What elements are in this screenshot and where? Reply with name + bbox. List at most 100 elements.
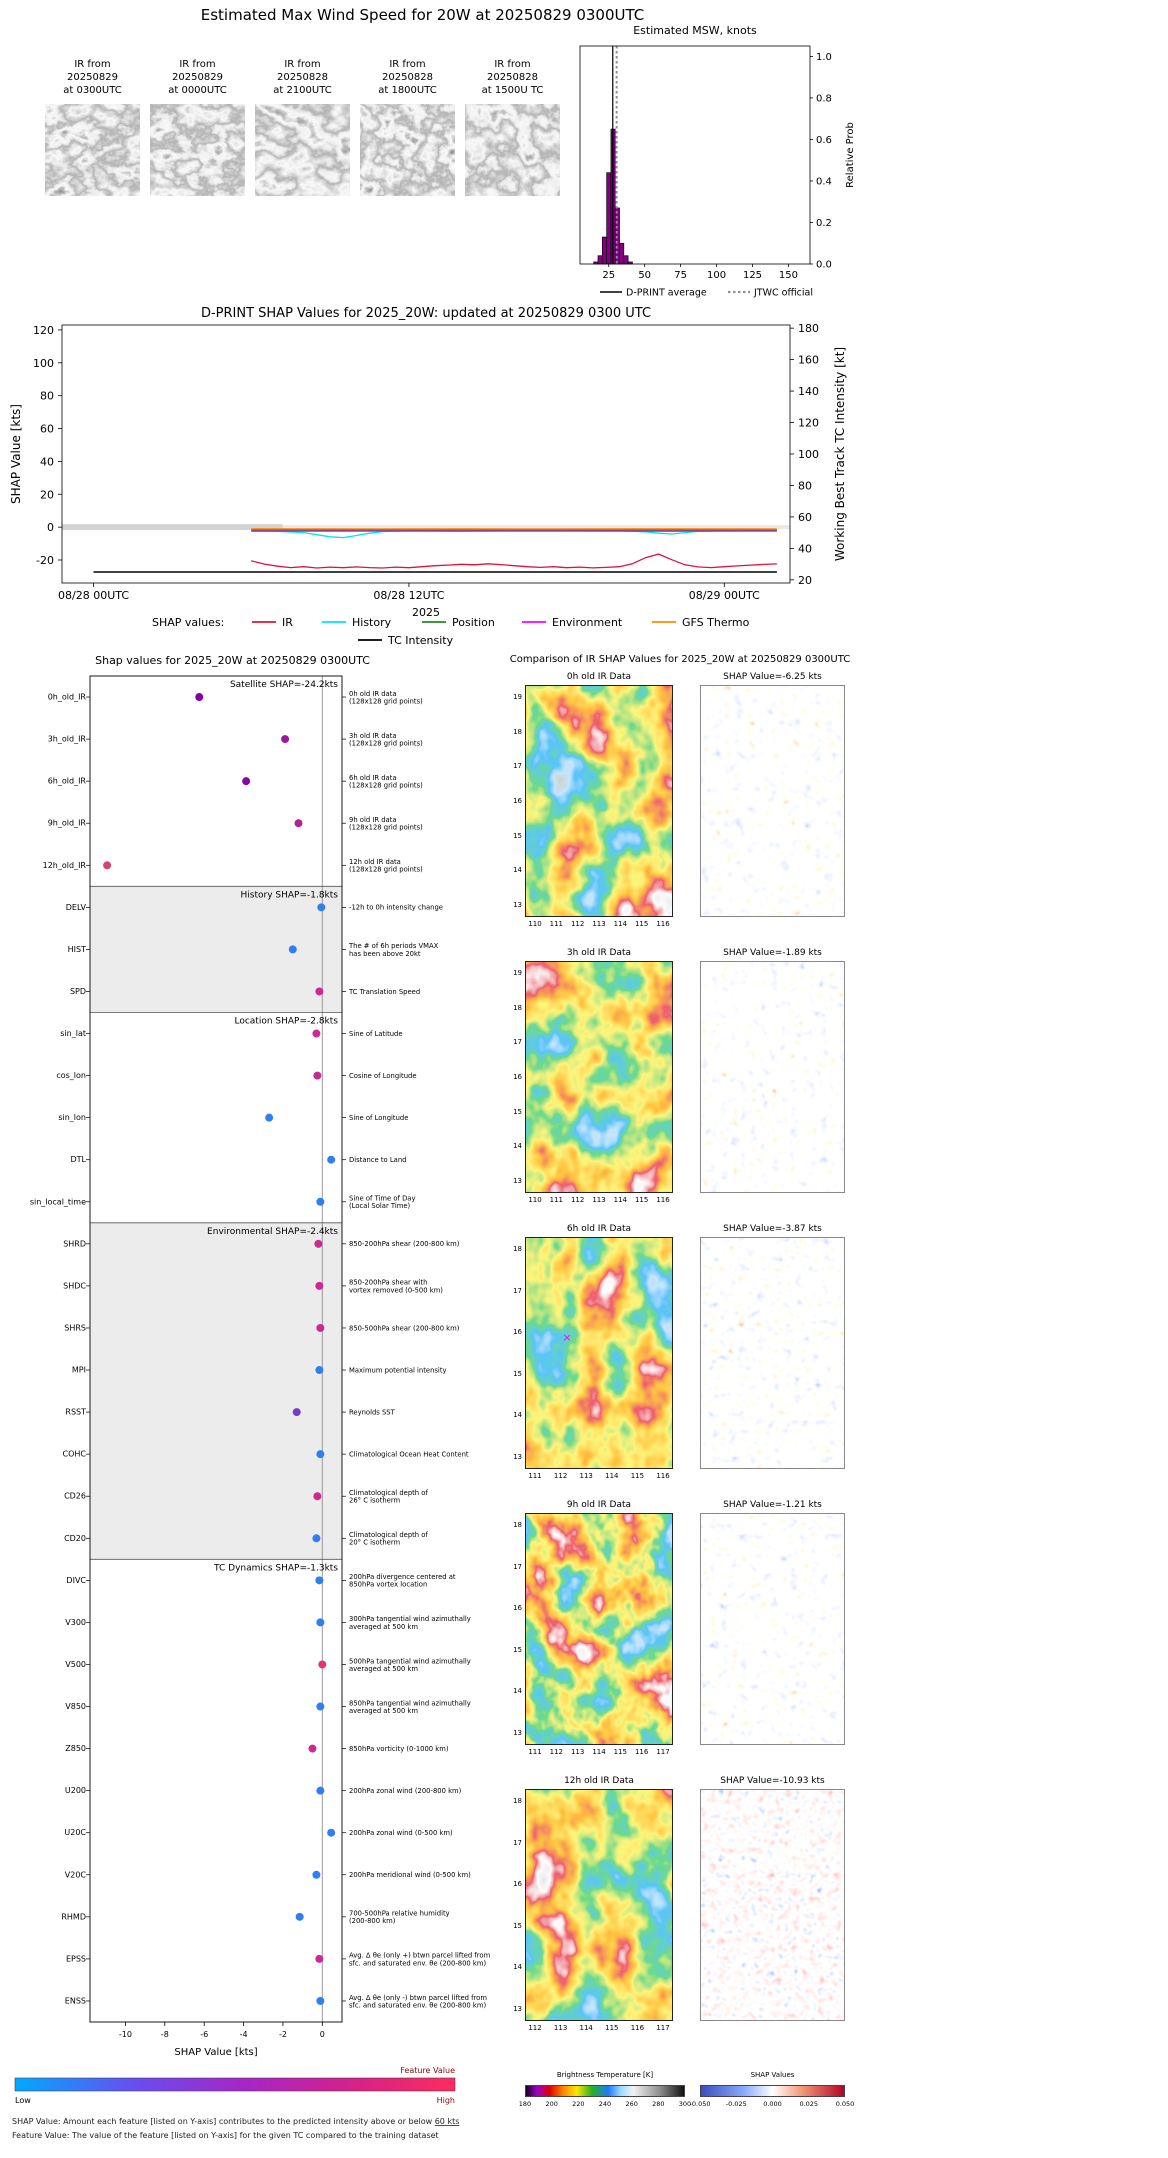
ir-thumbnail: IR from 20250829 at 0000UTC [150,58,245,196]
left-tick-label: -20 [36,554,54,567]
lat-tick-label: 17 [513,1038,522,1047]
feature-desc: 850-200hPa shear (200-800 km) [349,1240,460,1248]
panel-border [700,1237,845,1469]
noise-image [700,1513,845,1745]
legend-label: JTWC official [753,288,813,299]
feature-desc: 9h old IR data [349,816,397,824]
feature-dot [292,1408,301,1417]
ir-thumbnail-label-line: 20250829 [172,72,223,83]
lat-tick-label: 18 [513,1003,522,1012]
feature-desc: Avg. Δ θe (only -) btwn parcel lifted fr… [349,1994,487,2002]
x-tick-label: 50 [638,270,651,281]
feature-name: 12h_old_IR [43,861,87,870]
noise-fill [700,1789,845,2021]
feature-desc: 300hPa tangential wind azimuthally [349,1615,471,1623]
panel-border [525,1789,673,2021]
feature-desc: 200hPa zonal wind (0-500 km) [349,1829,453,1837]
legend-label: Position [452,616,495,629]
feature-dot [315,1576,324,1585]
group-header: TC Dynamics SHAP=-1.3kts [213,1563,338,1573]
lon-tick-label: 116 [656,1472,670,1480]
x-tick-label: 75 [674,270,687,281]
comparison-row: 3h old IR Data SHAP Value=-1.89 kts 19 18 17… [500,948,868,1224]
left-axis-label: SHAP Value [kts] [9,404,23,504]
x-tick-label: 25 [602,270,615,281]
lon-tick-label: 111 [549,1196,564,1204]
lat-tick-label: 17 [513,1286,522,1295]
panel-border [700,1789,845,2021]
noise-image [150,104,245,196]
panel-border [700,1513,845,1745]
msw-histogram-panel: Estimated MSW, knots 0.0 0.2 0.4 0.6 0.8 1.0 2… [560,20,870,310]
feature-desc: The # of 6h periods VMAX [348,942,439,950]
feature-desc: (200-800 km) [349,1917,396,1925]
lon-tick-label: 113 [570,1748,585,1756]
comparison-row: 9h old IR Data SHAP Value=-1.21 kts 18 17 16… [500,1500,868,1776]
bt-colorbar-tick: 200 [545,2100,558,2108]
ir-data-title: 0h old IR Data [566,672,632,682]
legend-label: GFS Thermo [682,616,750,629]
feature-desc: (128x128 grid points) [349,739,423,747]
feature-desc: 700-500hPa relative humidity [349,1910,450,1918]
left-tick-label: 100 [33,357,54,370]
feature-dot [288,945,297,954]
lon-tick-label: 114 [613,1196,628,1204]
lat-tick-label: 13 [513,1177,522,1185]
feature-desc: Sine of Time of Day [349,1195,416,1203]
feature-desc: Sine of Latitude [349,1030,403,1038]
feature-name: CD20 [64,1534,86,1543]
feature-desc: Sine of Longitude [349,1114,408,1122]
feature-desc: Maximum potential intensity [349,1366,447,1374]
lon-tick-label: 114 [592,1748,606,1756]
left-tick-label: 80 [40,390,54,403]
noise-image [700,685,845,917]
noise-fill [465,104,560,196]
feature-desc: 12h old IR data [349,858,401,866]
ir-data-panel [525,961,673,1193]
feature-name: DELV [66,903,87,912]
noise-fill [700,961,845,1193]
feature-dot [295,1912,304,1921]
histogram-bar [619,242,625,265]
shap-map-panel [700,961,845,1193]
center-marker: × [562,1331,571,1344]
feature-desc: Climatological Ocean Heat Content [349,1450,469,1458]
shap-map-title: SHAP Value=-10.93 kts [720,1776,825,1786]
ir-data-panel [525,1789,673,2021]
ir-data-panel: × [525,1237,673,1469]
x-tick-label: 0 [320,2030,325,2039]
lon-tick-label: 115 [634,920,649,928]
noise-image [525,1789,673,2021]
feature-desc: (128x128 grid points) [349,824,423,832]
lon-tick-label: 116 [630,2024,645,2032]
noise-image [465,104,560,196]
lat-tick-label: 15 [513,1921,522,1930]
x-tick-label: -6 [200,2030,208,2039]
ir-thumbnail-label-line: at 0300UTC [63,85,122,96]
lat-tick-label: 13 [513,901,522,909]
feature-desc: (128x128 grid points) [349,866,423,874]
x-tick-label: 100 [707,270,726,281]
lon-tick-label: 116 [656,920,670,928]
panel-border [525,685,673,917]
feature-name: MPI [72,1366,86,1375]
lat-tick-label: 16 [513,1604,522,1613]
lat-tick-label: 19 [513,693,522,701]
feature-dot [327,1828,336,1837]
feature-desc: 200hPa meridional wind (0-500 km) [349,1871,471,1879]
feature-name: RHMD [61,1912,86,1921]
lon-tick-label: 114 [605,1472,619,1480]
lat-tick-label: 17 [513,762,522,771]
lat-tick-label: 14 [513,1142,522,1151]
bt-colorbar-tick: 180 [518,2100,532,2108]
shap-map-title: SHAP Value=-1.89 kts [723,948,822,958]
feature-plot-title: Shap values for 2025_20W at 20250829 030… [95,654,370,667]
feature-name: U20C [64,1828,86,1837]
lon-tick-label: 117 [656,1748,670,1756]
feature-desc: vortex removed (0-500 km) [349,1286,443,1294]
ir-thumbnail: IR from 20250829 at 0300UTC [45,58,140,196]
feature-name: V500 [65,1660,86,1669]
lon-tick-label: 112 [549,1748,564,1756]
x-tick-label: 08/28 12UTC [373,589,444,602]
